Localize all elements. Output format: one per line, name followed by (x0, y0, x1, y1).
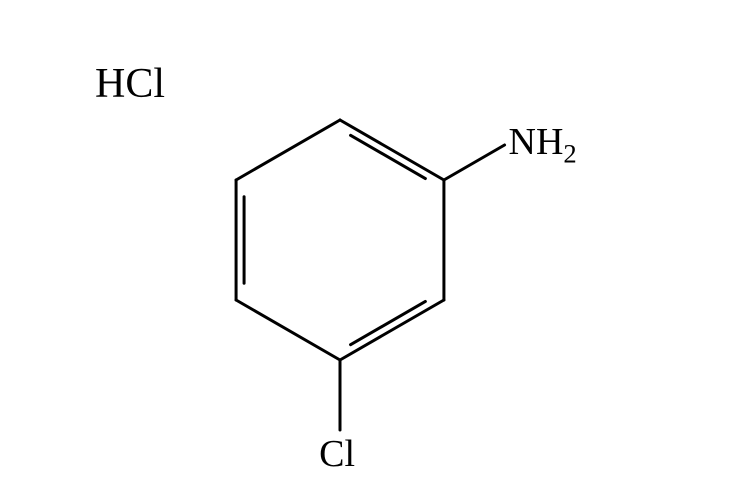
chloro-label: Cl (319, 432, 355, 476)
amino-label: NH2 (509, 120, 577, 170)
counterion-label: HCl (95, 60, 165, 108)
